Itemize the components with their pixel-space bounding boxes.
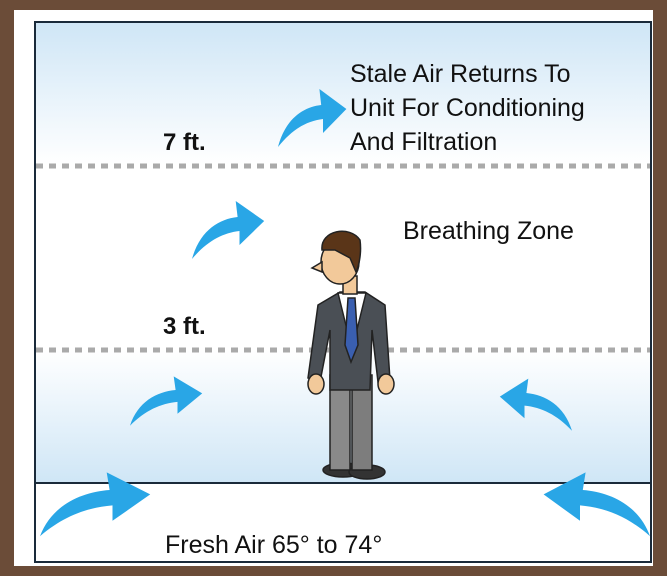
diagram: 7 ft. 3 ft. Stale Air Returns To Unit Fo… xyxy=(0,0,667,576)
return-air-text: And Filtration xyxy=(350,128,497,156)
zone-label: Breathing Zone xyxy=(403,217,574,245)
height-label: 7 ft. xyxy=(163,129,206,156)
return-air-text: Stale Air Returns To xyxy=(350,60,570,88)
return-air-text: Unit For Conditioning xyxy=(350,94,585,122)
supply-air-text: Fresh Air 65° to 74° xyxy=(165,531,382,559)
height-label: 3 ft. xyxy=(163,313,206,340)
